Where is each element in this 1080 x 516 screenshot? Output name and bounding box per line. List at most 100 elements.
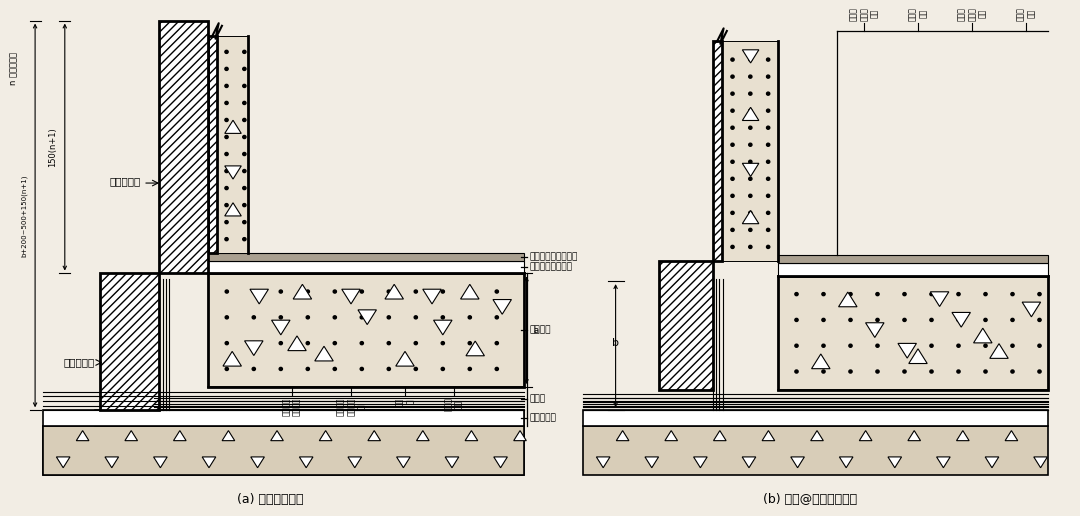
Polygon shape (811, 430, 823, 441)
Bar (713, 41, 723, 261)
Polygon shape (957, 430, 969, 441)
Circle shape (849, 370, 852, 373)
Circle shape (333, 290, 337, 293)
Text: n 为卷材层数: n 为卷材层数 (9, 52, 18, 85)
Polygon shape (860, 430, 872, 441)
Polygon shape (1034, 457, 1048, 467)
Polygon shape (433, 320, 453, 335)
Text: 永久保护墙: 永久保护墙 (64, 358, 95, 367)
Text: 沥青防
水层: 沥青防 水层 (908, 7, 928, 21)
Circle shape (876, 370, 879, 373)
Polygon shape (465, 341, 485, 356)
Circle shape (1011, 293, 1014, 296)
Text: b+200~500+150(n+1): b+200~500+150(n+1) (21, 174, 27, 256)
Circle shape (748, 228, 752, 231)
Circle shape (1011, 370, 1014, 373)
Circle shape (731, 194, 734, 197)
Circle shape (903, 370, 906, 373)
Circle shape (748, 160, 752, 163)
Polygon shape (174, 430, 186, 441)
Polygon shape (791, 457, 805, 467)
Polygon shape (299, 457, 313, 467)
Polygon shape (693, 457, 707, 467)
Polygon shape (348, 457, 362, 467)
Circle shape (930, 293, 933, 296)
Bar (216, 36, 248, 253)
Circle shape (495, 367, 498, 370)
Bar (43, 426, 524, 475)
Text: a: a (534, 326, 539, 335)
Circle shape (1011, 318, 1014, 321)
Text: 沥青油毡保护隔离层: 沥青油毡保护隔离层 (529, 252, 578, 261)
Polygon shape (930, 292, 949, 307)
Circle shape (243, 101, 246, 104)
Circle shape (795, 318, 798, 321)
Text: (a) 基础底板施工: (a) 基础底板施工 (237, 493, 303, 506)
Circle shape (253, 316, 256, 319)
Circle shape (957, 344, 960, 347)
Circle shape (415, 367, 417, 370)
Bar (721, 41, 778, 261)
Circle shape (279, 367, 283, 370)
Bar (778, 255, 1048, 263)
Circle shape (225, 84, 228, 87)
Bar (95, 410, 524, 426)
Circle shape (903, 344, 906, 347)
Circle shape (307, 367, 310, 370)
Text: 混凝土垫层: 混凝土垫层 (529, 413, 556, 423)
Circle shape (225, 67, 228, 70)
Circle shape (748, 92, 752, 95)
Bar (207, 261, 524, 273)
Circle shape (767, 178, 770, 181)
Circle shape (225, 237, 228, 240)
Polygon shape (897, 344, 917, 358)
Circle shape (495, 290, 498, 293)
Circle shape (226, 316, 229, 319)
Bar (778, 263, 1048, 276)
Circle shape (469, 342, 471, 345)
Polygon shape (888, 457, 902, 467)
Circle shape (225, 50, 228, 53)
Circle shape (849, 293, 852, 296)
Circle shape (957, 293, 960, 296)
Circle shape (441, 342, 445, 345)
Polygon shape (989, 344, 1009, 358)
Circle shape (748, 126, 752, 129)
Circle shape (731, 92, 734, 95)
Polygon shape (742, 457, 756, 467)
Circle shape (957, 370, 960, 373)
Polygon shape (249, 289, 269, 304)
Circle shape (984, 370, 987, 373)
Polygon shape (357, 310, 377, 325)
Circle shape (767, 143, 770, 146)
Circle shape (795, 293, 798, 296)
Circle shape (225, 101, 228, 104)
Circle shape (767, 228, 770, 231)
Text: 混凝土
垫层: 混凝土 垫层 (1016, 7, 1036, 21)
Circle shape (226, 342, 229, 345)
Polygon shape (341, 289, 361, 304)
Circle shape (307, 290, 310, 293)
Circle shape (243, 203, 246, 206)
Circle shape (930, 344, 933, 347)
Circle shape (469, 367, 471, 370)
Polygon shape (596, 457, 610, 467)
Circle shape (307, 342, 310, 345)
Bar (100, 273, 160, 410)
Polygon shape (908, 349, 928, 363)
Circle shape (930, 370, 933, 373)
Circle shape (1038, 370, 1041, 373)
Polygon shape (225, 166, 241, 179)
Circle shape (767, 160, 770, 163)
Circle shape (279, 342, 283, 345)
Polygon shape (1005, 430, 1017, 441)
Polygon shape (222, 430, 234, 441)
Polygon shape (271, 430, 283, 441)
Circle shape (243, 220, 246, 224)
Circle shape (748, 178, 752, 181)
Circle shape (225, 169, 228, 172)
Polygon shape (422, 289, 442, 304)
Polygon shape (460, 284, 480, 299)
Circle shape (795, 370, 798, 373)
Circle shape (748, 212, 752, 215)
